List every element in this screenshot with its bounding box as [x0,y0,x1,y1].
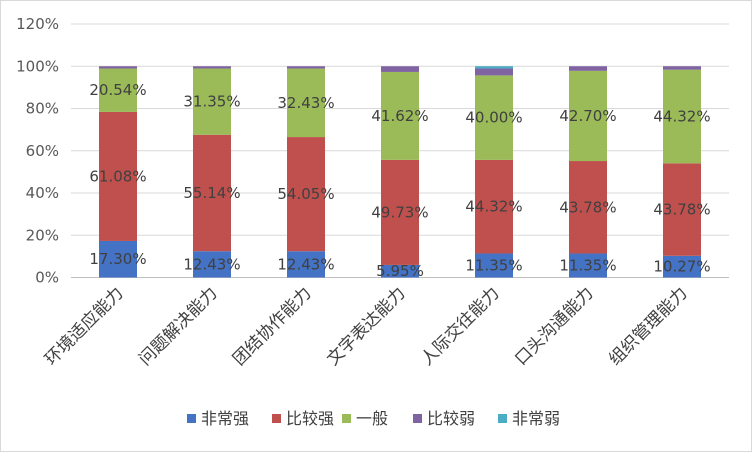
data-label: 32.43% [277,94,334,112]
legend-swatch [342,414,351,423]
bar-segment [381,159,419,265]
x-axis-categories: 环境适应能力 问题解决能力 团结协作能力 文字表达能力 人际交往能力 口头沟通能力 组织管理… [41,283,691,369]
bars [99,66,701,278]
bar-segment [663,255,701,278]
data-label: 31.35% [183,93,240,111]
legend-label: 一般 [356,409,388,428]
data-label: 11.35% [465,257,522,275]
bar-segment [381,264,419,278]
bar-segment [475,253,513,278]
legend-swatch [272,414,281,423]
bar-segment [287,66,325,69]
legend-swatch [187,414,196,423]
legend-label: 比较强 [286,409,334,428]
legend-swatch [413,414,422,423]
bar-segment [99,66,137,69]
data-label: 10.27% [653,258,710,276]
bar-segment [193,66,231,69]
category-label: 人际交往能力 [417,283,503,369]
legend-label: 比较弱 [427,409,475,428]
y-tick-label: 100% [16,57,59,75]
data-label: 12.43% [183,255,240,273]
bar-segment [287,68,325,138]
data-label: 44.32% [653,108,710,126]
data-label: 42.70% [559,107,616,125]
bar-segment [475,75,513,160]
data-label: 49.73% [371,203,428,221]
legend-label: 非常强 [201,409,249,428]
data-label: 17.30% [89,250,146,268]
data-label: 12.43% [277,255,334,273]
data-label: 41.62% [371,107,428,125]
bar-segment [99,68,137,112]
bar-segment [569,66,607,71]
data-label: 11.35% [559,257,616,275]
bar-segment [663,66,701,70]
category-label: 口头沟通能力 [511,283,597,369]
bar-segment [475,68,513,76]
bar-segment [475,159,513,254]
legend: 非常强 比较强 一般 比较弱 非常弱 [187,409,560,428]
data-label: 5.95% [376,262,424,280]
bar-segment [193,251,231,278]
category-label: 团结协作能力 [229,283,315,369]
data-label: 43.78% [559,198,616,216]
bar-segment [381,71,419,160]
y-tick-label: 0% [35,269,59,287]
bar-segment [99,111,137,241]
category-label: 问题解决能力 [135,283,221,369]
bar-segment [569,70,607,162]
data-label: 43.78% [653,201,710,219]
bar-segment [663,69,701,164]
bar-segment [99,240,137,278]
data-label: 40.00% [465,109,522,127]
data-label: 55.14% [183,184,240,202]
data-label: 44.32% [465,198,522,216]
bar-segment [569,253,607,278]
bar-segment [569,161,607,254]
bar-segment [663,163,701,256]
data-labels: 17.30% 61.08% 20.54% 12.43% 55.14% 31.35% 12.4… [89,81,710,280]
category-label: 文字表达能力 [323,283,409,369]
y-tick-label: 60% [26,142,59,160]
y-tick-label: 80% [26,100,59,118]
data-label: 54.05% [277,185,334,203]
y-tick-label: 120% [16,15,59,33]
category-label: 组织管理能力 [605,283,691,369]
bar-segment [193,68,231,135]
bar-segment [475,66,513,69]
bar-segment [381,66,419,72]
bar-segment [193,134,231,252]
data-label: 61.08% [89,167,146,185]
legend-label: 非常弱 [512,409,560,428]
bar-segment [287,137,325,252]
category-label: 环境适应能力 [41,283,127,369]
legend-swatch [498,414,507,423]
y-tick-label: 40% [26,184,59,202]
y-axis-ticks: 0% 20% 40% 60% 80% 100% 120% [16,15,59,287]
y-tick-label: 20% [26,226,59,244]
data-label: 20.54% [89,81,146,99]
bar-segment [287,251,325,278]
